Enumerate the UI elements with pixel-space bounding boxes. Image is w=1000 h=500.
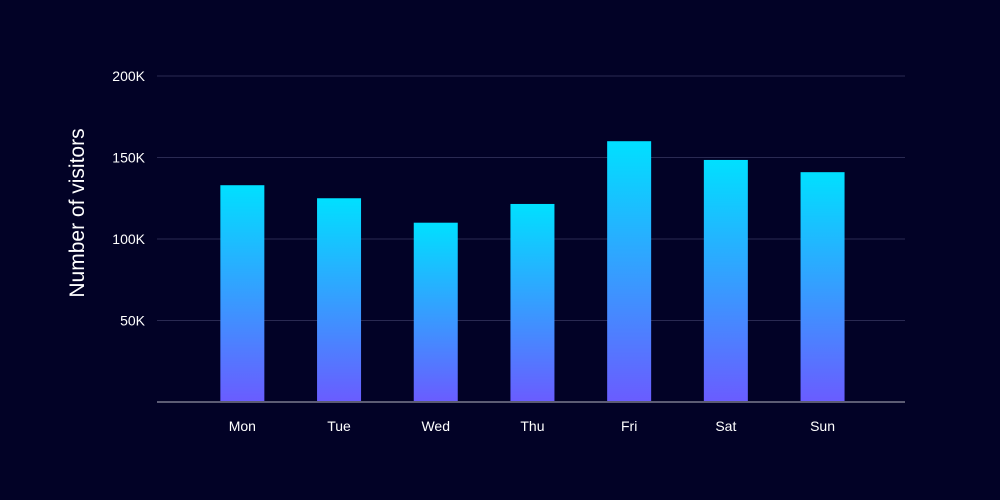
bar-wed [413,222,458,402]
y-tick-label: 50K [120,313,146,329]
y-axis-ticks: 50K 100K 150K 200K [112,68,145,329]
bar-mon [220,185,265,402]
x-tick-label: Mon [229,418,256,434]
x-tick-label: Wed [421,418,450,434]
x-axis-ticks: Mon Tue Wed Thu Fri Sat Sun [229,418,835,434]
x-tick-label: Fri [621,418,637,434]
bar-tue [317,198,362,402]
bars [220,141,845,402]
y-tick-label: 150K [112,150,145,166]
y-tick-label: 200K [112,68,145,84]
bar-sun [800,172,845,402]
bar-sat [703,159,748,402]
x-tick-label: Thu [520,418,544,434]
y-axis-title: Number of visitors [66,128,89,297]
bar-thu [510,203,555,402]
bar-fri [607,141,652,402]
x-tick-label: Sat [715,418,736,434]
y-tick-label: 100K [112,231,145,247]
x-tick-label: Sun [810,418,835,434]
x-tick-label: Tue [327,418,351,434]
